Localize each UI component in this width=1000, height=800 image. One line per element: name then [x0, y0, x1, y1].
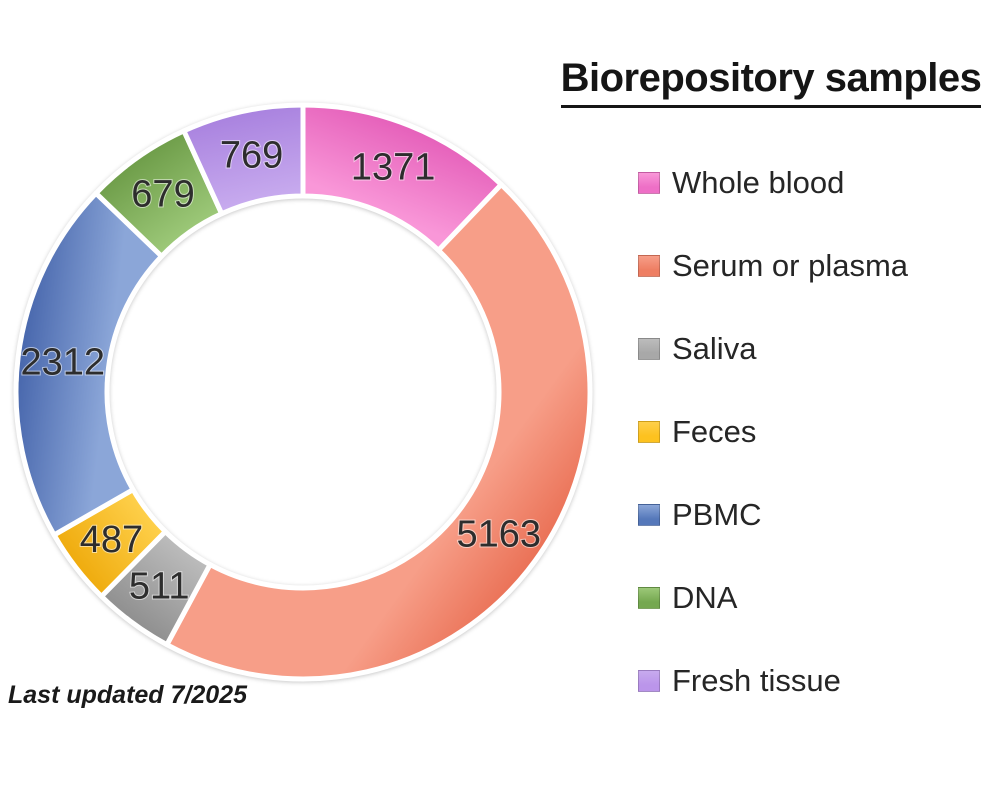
slice-fresh-tissue: [181, 102, 306, 217]
legend-swatch-serum-or-plasma: [638, 255, 660, 277]
last-updated-note: Last updated 7/2025: [8, 681, 247, 709]
legend-label-serum-or-plasma: Serum or plasma: [672, 248, 909, 283]
legend-item-whole-blood: Whole blood: [638, 166, 908, 200]
legend-swatch-saliva: [638, 338, 660, 360]
slice-value-fresh-tissue: 769: [220, 135, 283, 177]
slice-value-dna: 679: [131, 174, 194, 216]
slice-pbmc: [13, 190, 165, 538]
slice-value-feces: 487: [80, 519, 143, 561]
legend-label-whole-blood: Whole blood: [672, 165, 845, 200]
legend-item-feces: Feces: [638, 415, 908, 449]
chart-title: Biorepository samples: [548, 56, 994, 108]
legend-item-saliva: Saliva: [638, 332, 908, 366]
legend-label-fresh-tissue: Fresh tissue: [672, 663, 841, 698]
chart-title-text: Biorepository samples: [560, 56, 982, 108]
legend-swatch-whole-blood: [638, 172, 660, 194]
slice-value-whole-blood: 1371: [351, 146, 436, 188]
legend-label-pbmc: PBMC: [672, 497, 762, 532]
slice-value-serum-or-plasma: 5163: [457, 513, 542, 555]
legend-item-pbmc: PBMC: [638, 498, 908, 532]
legend-swatch-pbmc: [638, 504, 660, 526]
slice-value-pbmc: 2312: [21, 342, 106, 384]
slice-value-saliva: 511: [129, 566, 190, 608]
slice-serum-or-plasma: [164, 182, 593, 682]
legend-item-fresh-tissue: Fresh tissue: [638, 664, 908, 698]
legend-item-dna: DNA: [638, 581, 908, 615]
legend-label-feces: Feces: [672, 414, 757, 449]
legend-swatch-feces: [638, 421, 660, 443]
legend-swatch-fresh-tissue: [638, 670, 660, 692]
legend-label-dna: DNA: [672, 580, 738, 615]
legend-label-saliva: Saliva: [672, 331, 757, 366]
legend-item-serum-or-plasma: Serum or plasma: [638, 249, 908, 283]
legend-swatch-dna: [638, 587, 660, 609]
legend: Whole blood Serum or plasma Saliva Feces PBM…: [638, 166, 908, 747]
